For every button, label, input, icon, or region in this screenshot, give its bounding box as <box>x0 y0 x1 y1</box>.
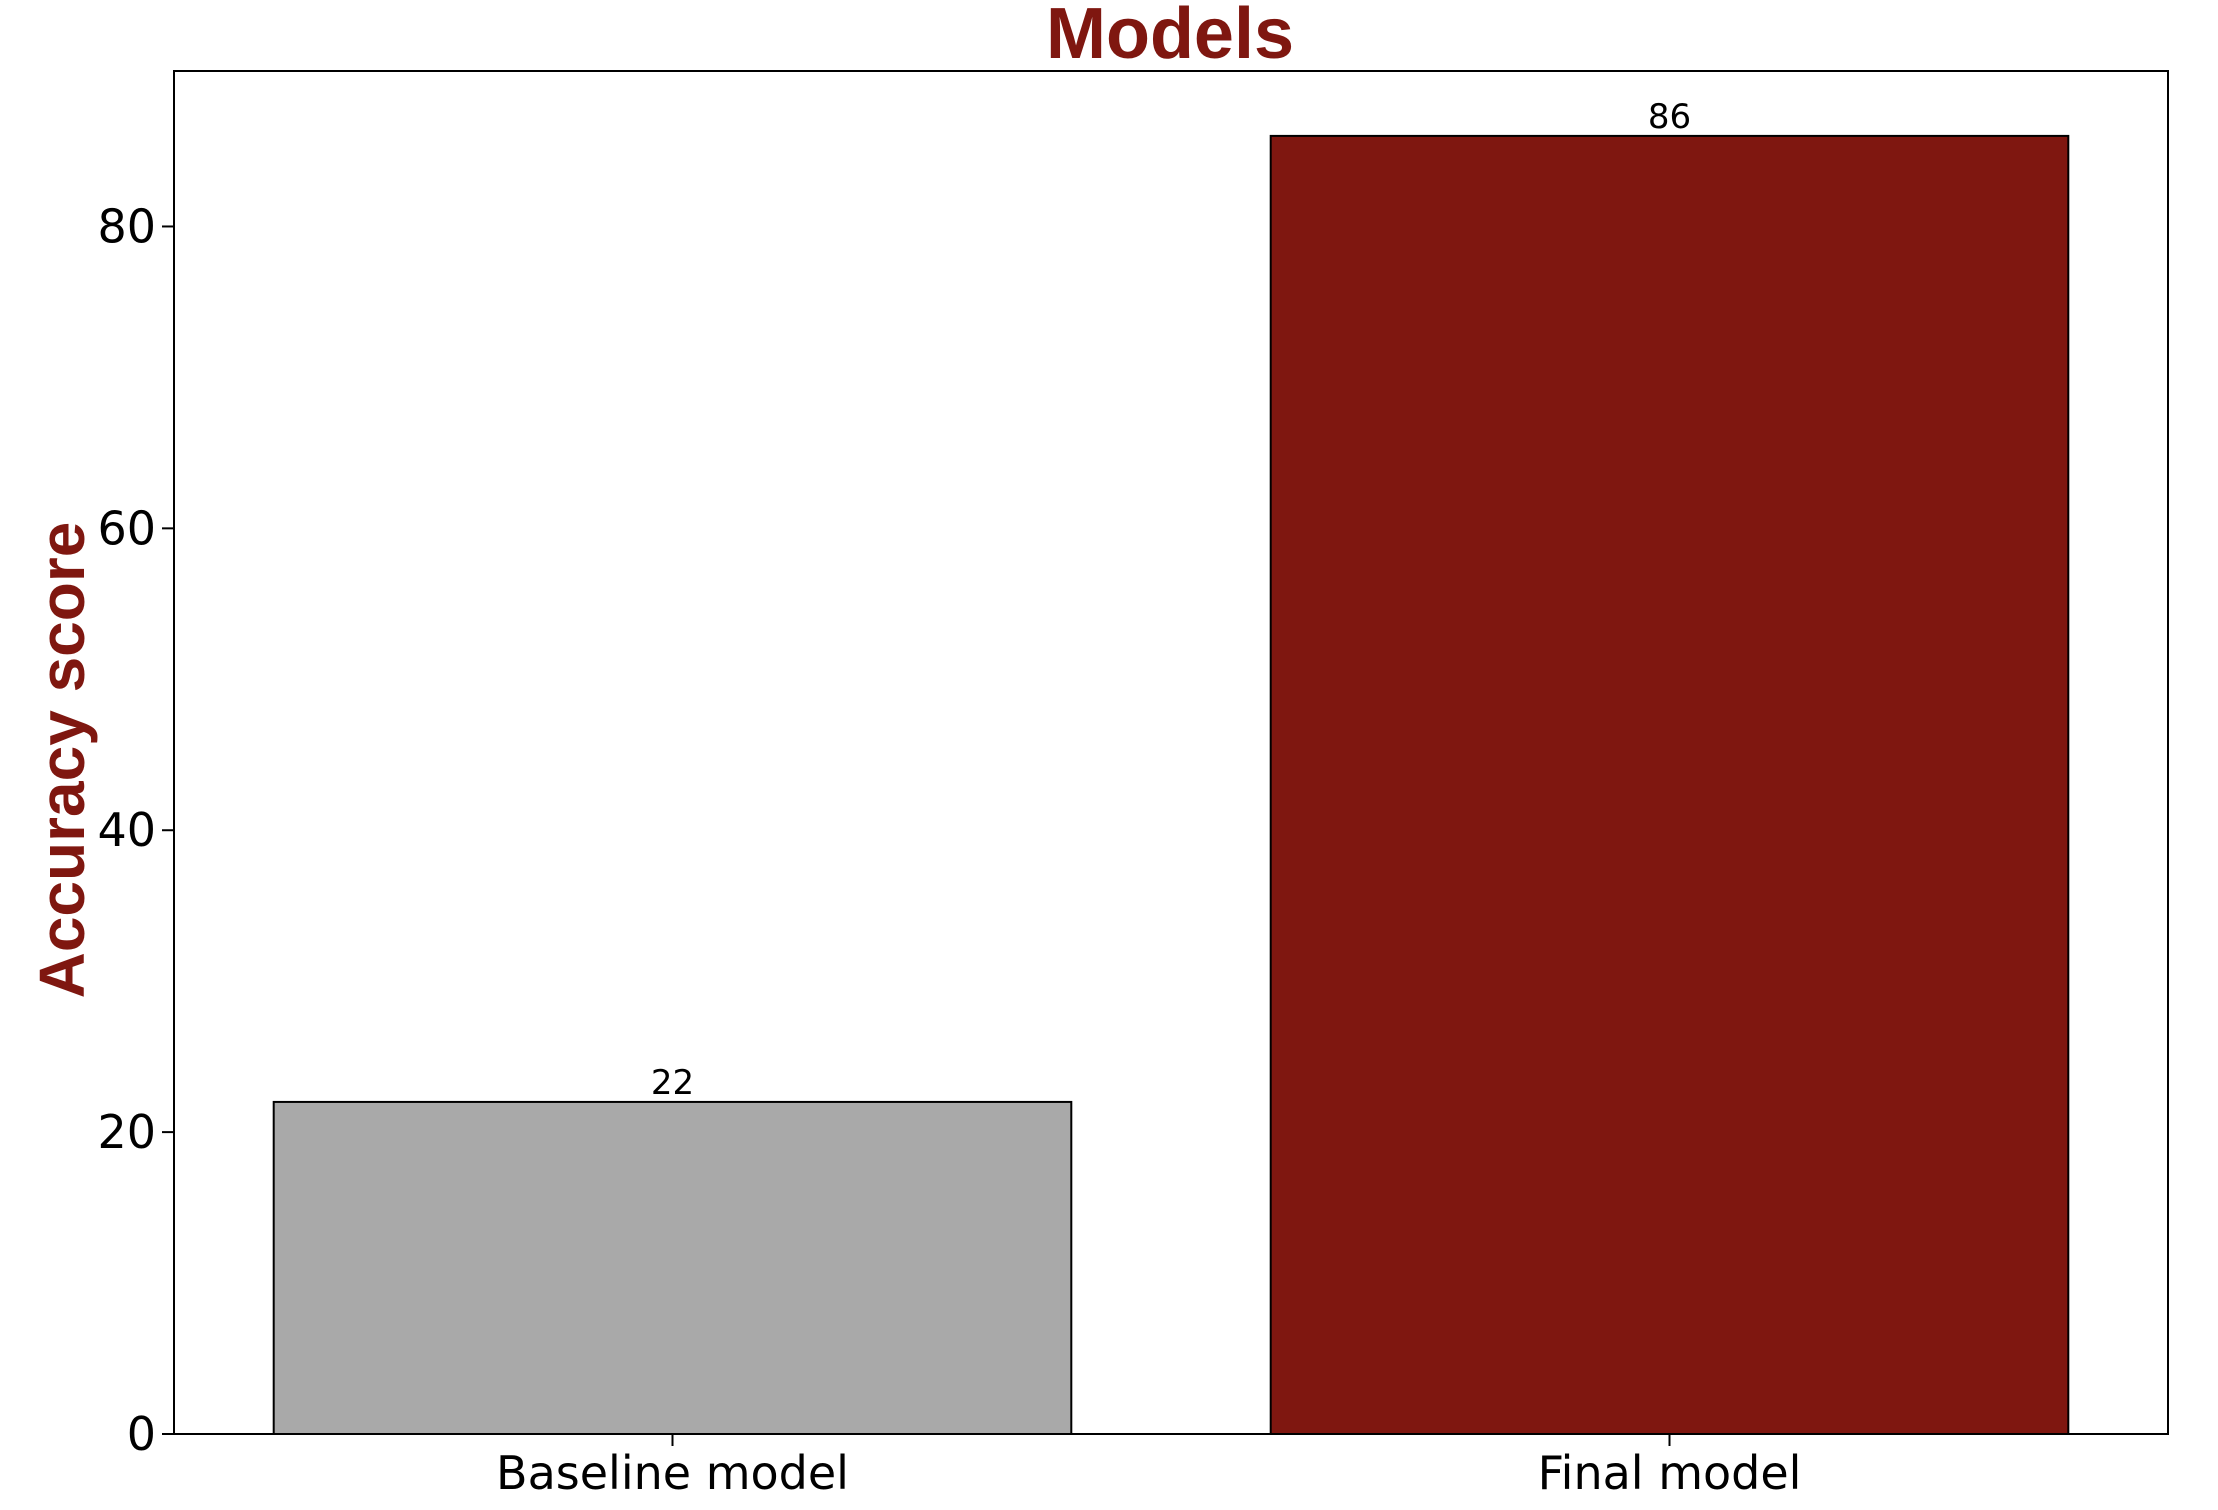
bar-baseline-model <box>272 1100 1073 1435</box>
y-tick-label: 0 <box>127 1407 156 1461</box>
data-label: 22 <box>651 1063 694 1103</box>
y-tick-label: 40 <box>97 803 156 857</box>
data-label: 86 <box>1648 97 1691 137</box>
x-tick-label: Baseline model <box>496 1446 849 1500</box>
y-tick-label: 60 <box>97 501 156 555</box>
x-tick-label: Final model <box>1538 1446 1802 1500</box>
plot-frame <box>173 70 2169 1435</box>
y-tick-label: 20 <box>97 1105 156 1159</box>
bar-final-model <box>1269 134 2070 1435</box>
plot-area: 0 20 40 60 80 22 Baseline model 86 Final model <box>97 97 2070 1500</box>
y-axis-label: Accuracy score <box>26 522 98 999</box>
chart-title: Models <box>1046 0 1294 74</box>
y-tick-label: 80 <box>97 199 156 253</box>
